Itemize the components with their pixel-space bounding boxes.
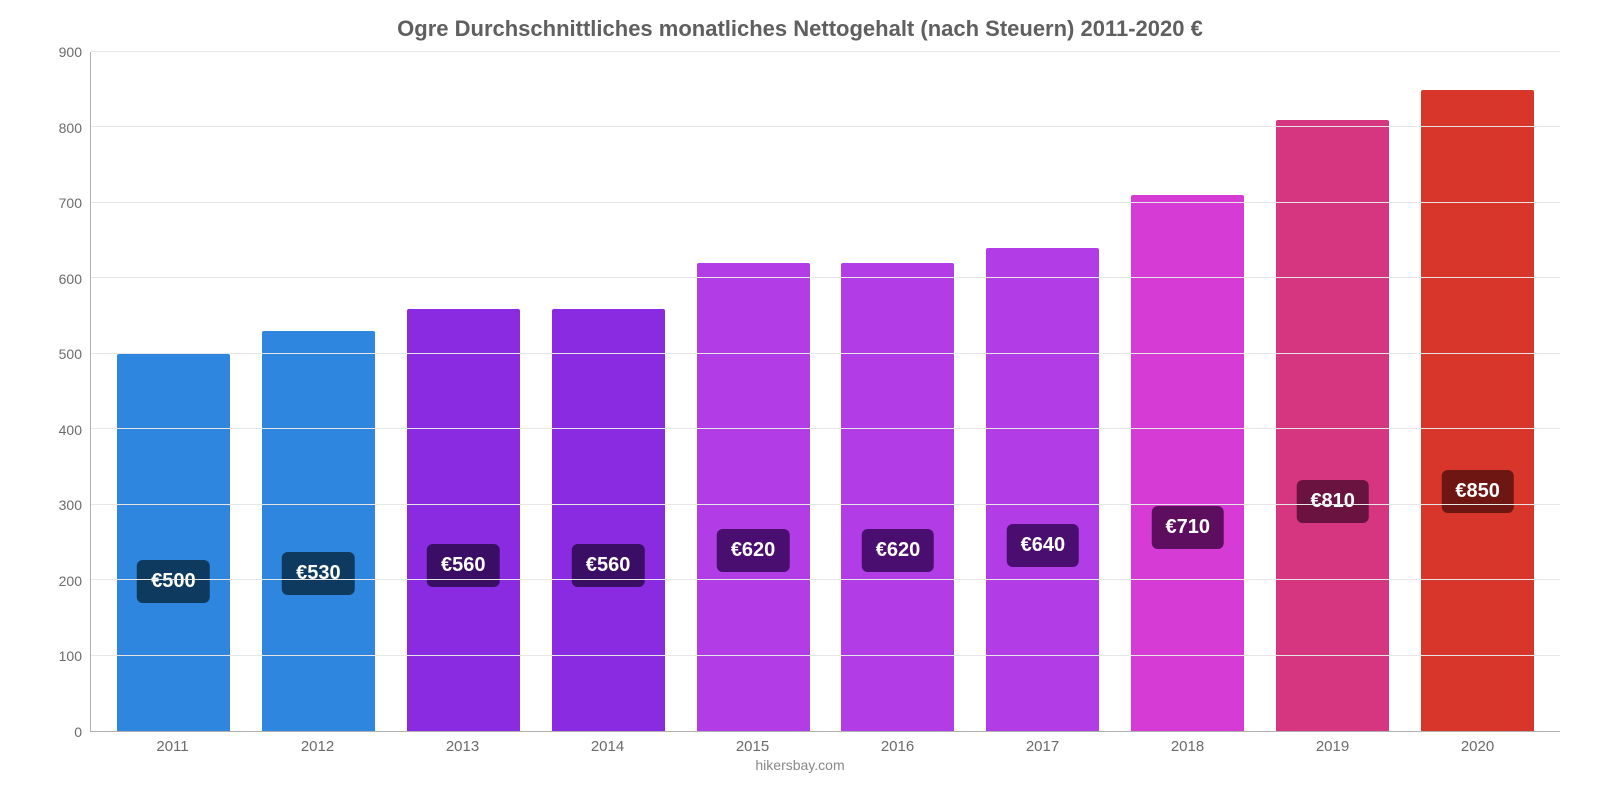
bar-value-label: €560 bbox=[572, 544, 645, 587]
bar-slot: €500 bbox=[101, 52, 246, 731]
gridline bbox=[91, 353, 1560, 354]
bar: €620 bbox=[841, 263, 954, 731]
bar: €640 bbox=[986, 248, 1099, 731]
gridline bbox=[91, 428, 1560, 429]
bar-value-label: €810 bbox=[1296, 480, 1369, 523]
bar-slot: €560 bbox=[391, 52, 536, 731]
plot-row: 0100200300400500600700800900 €500€530€56… bbox=[40, 52, 1560, 732]
bars-container: €500 €530 €560 €560 €620 €620 €640 €710 €810 €850 bbox=[91, 52, 1560, 731]
bar-value-label: €560 bbox=[427, 544, 500, 587]
bar: €620 bbox=[697, 263, 810, 731]
plot-area: €500 €530 €560 €560 €620 €620 €640 €710 €810 €850 bbox=[90, 52, 1560, 732]
y-tick-label: 800 bbox=[59, 120, 82, 136]
bar: €560 bbox=[552, 309, 665, 731]
bar-slot: €710 bbox=[1115, 52, 1260, 731]
y-tick-label: 0 bbox=[74, 724, 82, 740]
bar: €810 bbox=[1276, 120, 1389, 731]
bar-slot: €810 bbox=[1260, 52, 1405, 731]
bar-slot: €640 bbox=[970, 52, 1115, 731]
bar-value-label: €620 bbox=[862, 529, 935, 572]
bar-slot: €850 bbox=[1405, 52, 1550, 731]
bar-slot: €560 bbox=[536, 52, 681, 731]
bar-value-label: €620 bbox=[717, 529, 790, 572]
bar-value-label: €530 bbox=[282, 552, 355, 595]
x-tick-label: 2014 bbox=[535, 738, 680, 755]
salary-bar-chart: Ogre Durchschnittliches monatliches Nett… bbox=[0, 0, 1600, 800]
chart-title: Ogre Durchschnittliches monatliches Nett… bbox=[40, 10, 1560, 52]
bar-value-label: €710 bbox=[1152, 506, 1225, 549]
gridline bbox=[91, 51, 1560, 52]
bar-slot: €530 bbox=[246, 52, 391, 731]
bar-slot: €620 bbox=[681, 52, 826, 731]
y-tick-label: 100 bbox=[59, 648, 82, 664]
gridline bbox=[91, 504, 1560, 505]
y-tick-label: 300 bbox=[59, 497, 82, 513]
x-tick-label: 2017 bbox=[970, 738, 1115, 755]
gridline bbox=[91, 126, 1560, 127]
x-tick-label: 2019 bbox=[1260, 738, 1405, 755]
y-tick-label: 600 bbox=[59, 271, 82, 287]
y-tick-label: 200 bbox=[59, 573, 82, 589]
bar-value-label: €500 bbox=[137, 560, 210, 603]
bar-value-label: €640 bbox=[1007, 524, 1080, 567]
x-axis: 2011201220132014201520162017201820192020 bbox=[90, 732, 1560, 755]
x-tick-label: 2020 bbox=[1405, 738, 1550, 755]
x-tick-label: 2016 bbox=[825, 738, 970, 755]
y-axis: 0100200300400500600700800900 bbox=[40, 52, 90, 732]
gridline bbox=[91, 202, 1560, 203]
x-tick-label: 2011 bbox=[100, 738, 245, 755]
gridline bbox=[91, 579, 1560, 580]
gridline bbox=[91, 655, 1560, 656]
bar-slot: €620 bbox=[826, 52, 971, 731]
gridline bbox=[91, 277, 1560, 278]
bar: €530 bbox=[262, 331, 375, 731]
bar: €560 bbox=[407, 309, 520, 731]
y-tick-label: 500 bbox=[59, 346, 82, 362]
y-tick-label: 900 bbox=[59, 44, 82, 60]
bar: €500 bbox=[117, 354, 230, 731]
chart-credit: hikersbay.com bbox=[40, 755, 1560, 773]
x-tick-label: 2015 bbox=[680, 738, 825, 755]
x-tick-label: 2012 bbox=[245, 738, 390, 755]
bar: €710 bbox=[1131, 195, 1244, 731]
x-tick-label: 2013 bbox=[390, 738, 535, 755]
y-tick-label: 700 bbox=[59, 195, 82, 211]
x-tick-label: 2018 bbox=[1115, 738, 1260, 755]
y-tick-label: 400 bbox=[59, 422, 82, 438]
bar: €850 bbox=[1421, 90, 1534, 731]
bar-value-label: €850 bbox=[1441, 470, 1514, 513]
